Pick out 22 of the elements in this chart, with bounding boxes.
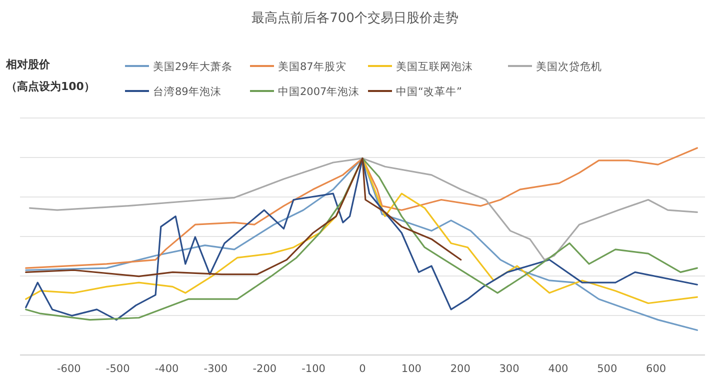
x-tick-label: 300 xyxy=(499,363,520,375)
x-tick-label: 200 xyxy=(450,363,470,375)
x-tick-label: -400 xyxy=(154,363,179,375)
legend-label: 台湾89年泡沫 xyxy=(153,85,222,98)
x-tick-label: -100 xyxy=(302,363,326,375)
legend-label: 美国次贷危机 xyxy=(536,60,602,73)
x-tick-label: -500 xyxy=(106,363,130,375)
text: 相对股价（高点设为100） xyxy=(5,58,95,93)
x-tick-label: 0 xyxy=(359,363,366,375)
legend-label: 中国2007年泡沫 xyxy=(278,85,360,98)
legend-label: 中国“改革牛” xyxy=(396,85,462,98)
legend-label: 美国87年股灾 xyxy=(278,60,346,73)
legend-label: 美国29年大萧条 xyxy=(153,60,232,73)
chart-title: 最高点前后各700个交易日股价走势 xyxy=(252,10,458,26)
x-tick-label: 400 xyxy=(548,363,568,375)
x-tick-label: 100 xyxy=(401,363,422,375)
x-tick-label: -300 xyxy=(204,363,228,375)
x-tick-label: -600 xyxy=(57,363,81,375)
legend-label: 美国互联网泡沫 xyxy=(396,60,473,73)
x-tick-label: 500 xyxy=(597,363,618,375)
x-tick-label: 600 xyxy=(646,363,666,375)
x-tick-label: -200 xyxy=(252,363,277,375)
